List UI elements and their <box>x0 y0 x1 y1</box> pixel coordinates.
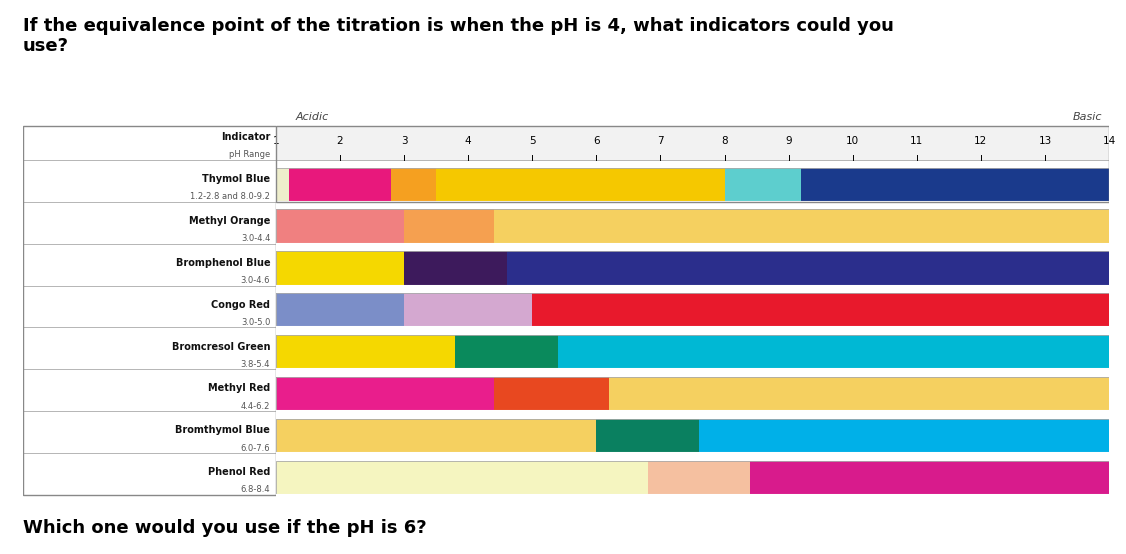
Bar <box>276 335 455 370</box>
Text: Methyl Red: Methyl Red <box>208 383 270 393</box>
Bar <box>276 419 1109 453</box>
Bar <box>276 293 1109 327</box>
Bar <box>276 251 1109 285</box>
Bar <box>597 419 699 453</box>
Bar <box>276 209 404 244</box>
Bar <box>404 293 533 327</box>
Text: 14: 14 <box>1102 136 1116 146</box>
Bar <box>533 293 1109 327</box>
Text: 4.4-6.2: 4.4-6.2 <box>241 402 270 411</box>
Bar <box>276 126 1109 160</box>
Bar <box>276 377 1109 411</box>
Bar <box>276 335 1109 370</box>
Text: Congo Red: Congo Red <box>212 300 270 310</box>
Text: 3.0-5.0: 3.0-5.0 <box>241 318 270 327</box>
Text: 6.0-7.6: 6.0-7.6 <box>241 444 270 453</box>
Bar <box>276 293 404 327</box>
Text: 4: 4 <box>465 136 472 146</box>
Bar <box>404 209 494 244</box>
Text: 6: 6 <box>593 136 600 146</box>
Text: 11: 11 <box>910 136 923 146</box>
Text: Which one would you use if the pH is 6?: Which one would you use if the pH is 6? <box>23 520 426 537</box>
Text: 2: 2 <box>337 136 343 146</box>
Bar <box>507 251 1109 285</box>
Text: 5: 5 <box>529 136 536 146</box>
Text: If the equivalence point of the titration is when the pH is 4, what indicators c: If the equivalence point of the titratio… <box>23 17 893 55</box>
Bar <box>436 167 724 202</box>
Bar <box>276 167 288 202</box>
Text: Thymol Blue: Thymol Blue <box>202 174 270 184</box>
Text: 7: 7 <box>658 136 663 146</box>
Bar <box>276 460 1109 495</box>
Text: 8: 8 <box>722 136 727 146</box>
Bar <box>802 167 1109 202</box>
Text: 13: 13 <box>1038 136 1052 146</box>
Text: 10: 10 <box>846 136 859 146</box>
Bar <box>276 251 404 285</box>
Bar <box>494 209 1109 244</box>
Bar <box>455 335 557 370</box>
Bar <box>609 377 1109 411</box>
Bar <box>276 419 597 453</box>
Bar <box>276 460 647 495</box>
Text: 1.2-2.8 and 8.0-9.2: 1.2-2.8 and 8.0-9.2 <box>190 192 270 201</box>
Text: 6.8-8.4: 6.8-8.4 <box>241 485 270 494</box>
Bar <box>288 167 391 202</box>
Text: 3.0-4.4: 3.0-4.4 <box>241 234 270 243</box>
Bar <box>557 335 1109 370</box>
Bar <box>276 209 1109 244</box>
Bar <box>276 126 1109 202</box>
Bar <box>276 377 494 411</box>
Bar <box>647 460 750 495</box>
Text: 3: 3 <box>401 136 408 146</box>
Text: 3.0-4.6: 3.0-4.6 <box>241 276 270 285</box>
Text: Phenol Red: Phenol Red <box>208 467 270 477</box>
Bar <box>699 419 1109 453</box>
Text: 1: 1 <box>272 136 279 146</box>
Bar <box>391 167 436 202</box>
Text: Bromthymol Blue: Bromthymol Blue <box>176 425 270 435</box>
Text: Indicator: Indicator <box>221 132 270 142</box>
Text: Bromphenol Blue: Bromphenol Blue <box>176 258 270 268</box>
Text: 12: 12 <box>974 136 988 146</box>
Text: 3.8-5.4: 3.8-5.4 <box>241 360 270 369</box>
Text: 9: 9 <box>785 136 792 146</box>
Text: Acidic: Acidic <box>295 112 329 122</box>
Bar <box>494 377 609 411</box>
Text: Methyl Orange: Methyl Orange <box>189 216 270 226</box>
Bar <box>724 167 802 202</box>
Bar <box>404 251 507 285</box>
Text: pH Range: pH Range <box>229 151 270 160</box>
Text: Bromcresol Green: Bromcresol Green <box>172 342 270 352</box>
Bar <box>750 460 1109 495</box>
Bar <box>276 167 1109 202</box>
Text: Basic: Basic <box>1073 112 1102 122</box>
